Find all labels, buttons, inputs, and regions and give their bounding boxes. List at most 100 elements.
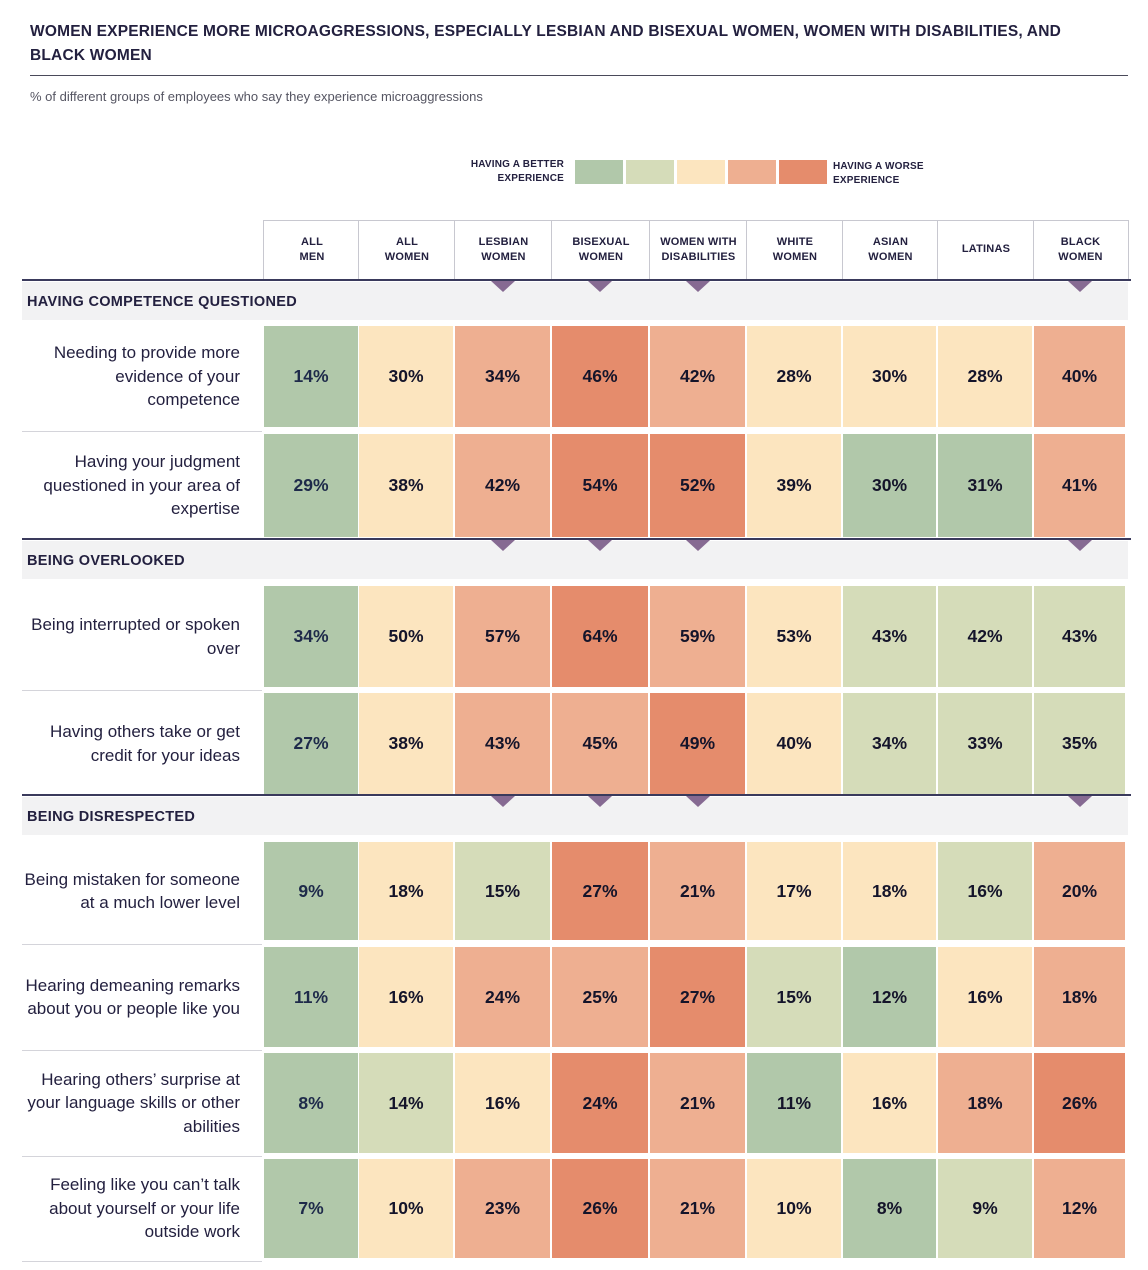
column-header-line2: WOMEN [772, 250, 818, 263]
heatmap-cell-all-women: 30% [359, 326, 453, 427]
column-header-line2: MEN [299, 250, 325, 263]
heatmap-cell-bisexual-women: 26% [552, 1159, 648, 1258]
legend-better-line1: HAVING A BETTER [470, 159, 564, 170]
heatmap-cell-white-women: 53% [747, 586, 841, 687]
chart-title: WOMEN EXPERIENCE MORE MICROAGGRESSIONS, … [30, 23, 1061, 64]
row-label: Having others take or get credit for you… [50, 722, 240, 765]
column-header-women-with-disabilities: WOMEN WITH DISABILITIES [649, 220, 747, 279]
heatmap-cell-asian-women: 16% [843, 1053, 936, 1153]
heatmap-cell-white-women: 39% [747, 434, 841, 537]
section-divider [22, 538, 1131, 540]
column-header-line1: LATINAS [961, 243, 1011, 255]
heatmap-cell-women-with-disabilities: 59% [650, 586, 745, 687]
row-separator [22, 1050, 262, 1051]
heatmap-cell-all-women: 38% [359, 693, 453, 794]
legend-swatch-4 [728, 160, 776, 184]
column-header-line2: WOMEN [1058, 250, 1103, 263]
legend-worse-line1: HAVING A WORSE [833, 161, 924, 172]
heatmap-cell-white-women: 40% [747, 693, 841, 794]
heatmap-cell-asian-women: 34% [843, 693, 936, 794]
heatmap-cell-women-with-disabilities: 21% [650, 1159, 745, 1258]
column-header-line2: WOMEN [868, 250, 913, 263]
heatmap-cell-all-men: 8% [264, 1053, 358, 1153]
heatmap-cell-white-women: 17% [747, 842, 841, 940]
section-band [22, 282, 1128, 320]
highlight-marker-lesbian-women [490, 796, 515, 807]
row-separator [22, 944, 262, 945]
column-header-line2: DISABILITIES [661, 250, 736, 263]
heatmap-cell-all-men: 29% [264, 434, 358, 537]
heatmap-cell-women-with-disabilities: 49% [650, 693, 745, 794]
heatmap-cell-lesbian-women: 16% [455, 1053, 550, 1153]
legend-swatch-2 [626, 160, 674, 184]
heatmap-cell-lesbian-women: 24% [455, 947, 550, 1047]
heatmap-cell-black-women: 12% [1034, 1159, 1125, 1258]
column-header-line1: LESBIAN [478, 235, 529, 248]
heatmap-cell-bisexual-women: 24% [552, 1053, 648, 1153]
column-header-line1: WHITE [776, 235, 814, 248]
heatmap-cell-women-with-disabilities: 27% [650, 947, 745, 1047]
row-label: Hearing demeaning remarks about you or p… [25, 975, 241, 1019]
heatmap-cell-bisexual-women: 64% [552, 586, 648, 687]
section-band [22, 797, 1128, 835]
column-header-white-women: WHITE WOMEN [746, 220, 843, 279]
column-header-all-women: ALL WOMEN [358, 220, 455, 279]
legend-swatch-5 [779, 160, 827, 184]
heatmap-cell-lesbian-women: 15% [455, 842, 550, 940]
legend-better-label: HAVING A BETTER EXPERIENCE [466, 158, 564, 186]
heatmap-cell-lesbian-women: 43% [455, 693, 550, 794]
heatmap-cell-black-women: 41% [1034, 434, 1125, 537]
highlight-marker-lesbian-women [490, 281, 515, 292]
column-header-line1: ALL [301, 235, 323, 248]
heatmap-cell-white-women: 15% [747, 947, 841, 1047]
highlight-marker-black-women [1067, 281, 1092, 292]
heatmap-cell-black-women: 26% [1034, 1053, 1125, 1153]
section-divider [22, 794, 1131, 796]
highlight-marker-women-with-disabilities [685, 281, 710, 292]
row-label: Feeling like you can’t talk about yourse… [49, 1175, 240, 1242]
column-header-line2: WOMEN [481, 250, 526, 263]
heatmap-cell-latinas: 18% [938, 1053, 1032, 1153]
heatmap-cell-white-women: 28% [747, 326, 841, 427]
heatmap-cell-women-with-disabilities: 52% [650, 434, 745, 537]
highlight-marker-bisexual-women [588, 796, 612, 807]
heatmap-cell-all-women: 16% [359, 947, 453, 1047]
heatmap-cell-asian-women: 18% [843, 842, 936, 940]
heatmap-cell-women-with-disabilities: 21% [650, 1053, 745, 1153]
legend-better-line2: EXPERIENCE [497, 173, 564, 184]
heatmap-cell-black-women: 20% [1034, 842, 1125, 940]
heatmap-cell-bisexual-women: 25% [552, 947, 648, 1047]
column-header-line1: BISEXUAL [572, 235, 630, 248]
heatmap-cell-all-men: 11% [264, 947, 358, 1047]
highlight-marker-black-women [1067, 540, 1092, 551]
row-label: Being mistaken for someone at a much low… [24, 869, 240, 913]
highlight-marker-bisexual-women [588, 281, 612, 292]
heatmap-cell-black-women: 18% [1034, 947, 1125, 1047]
column-header-line1: ALL [396, 235, 418, 248]
heatmap-cell-asian-women: 8% [843, 1159, 936, 1258]
legend-worse-line2: EXPERIENCE [833, 175, 900, 186]
heatmap-cell-black-women: 40% [1034, 326, 1125, 427]
heatmap-cell-latinas: 42% [938, 586, 1032, 687]
heatmap-cell-latinas: 16% [938, 842, 1032, 940]
heatmap-cell-all-women: 10% [359, 1159, 453, 1258]
heatmap-cell-asian-women: 43% [843, 586, 936, 687]
column-header-line2: WOMEN [578, 250, 624, 263]
section-band [22, 541, 1128, 579]
heatmap-cell-lesbian-women: 57% [455, 586, 550, 687]
heatmap-cell-bisexual-women: 45% [552, 693, 648, 794]
heatmap-cell-latinas: 33% [938, 693, 1032, 794]
heatmap-cell-all-women: 38% [359, 434, 453, 537]
chart-subtitle: % of different groups of employees who s… [30, 89, 483, 104]
row-label: Needing to provide more evidence of your… [53, 343, 240, 410]
row-separator [22, 1156, 262, 1157]
section-title-being-overlooked: BEING OVERLOOKED [27, 553, 185, 569]
row-separator [22, 431, 262, 432]
row-label: Having your judgment questioned in your … [43, 452, 240, 519]
heatmap-cell-latinas: 31% [938, 434, 1032, 537]
heatmap-cell-black-women: 35% [1034, 693, 1125, 794]
row-label: Being interrupted or spoken over [31, 615, 240, 658]
heatmap-cell-white-women: 10% [747, 1159, 841, 1258]
column-header-asian-women: ASIAN WOMEN [842, 220, 938, 279]
column-header-line1: BLACK [1060, 235, 1101, 248]
